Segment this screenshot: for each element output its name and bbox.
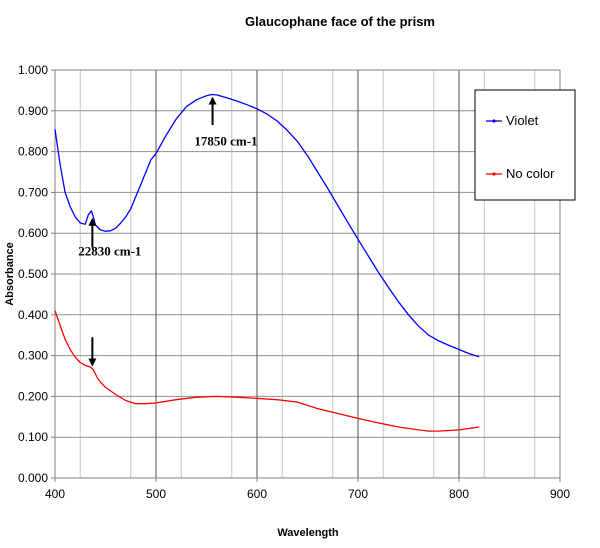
x-tick-label: 500 [146,487,166,501]
series-line-no-color [54,310,480,432]
y-tick-label: 0.800 [18,145,48,159]
y-tick-label: 0.900 [18,104,48,118]
y-tick-label: 0.600 [18,226,48,240]
x-tick-label: 800 [449,487,469,501]
x-tick-label: 700 [348,487,368,501]
legend-label: No color [506,166,555,181]
annotation-label: 22830 cm-1 [78,244,141,259]
y-tick-label: 0.000 [18,471,48,485]
legend: Violet No color [474,89,576,201]
y-tick-label: 0.400 [18,308,48,322]
x-tick-label: 400 [45,487,65,501]
chart-title: Glaucophane face of the prism [245,14,435,29]
annotation-label: 17850 cm-1 [194,133,257,148]
x-tick-label: 900 [550,487,570,501]
x-tick-label: 600 [247,487,267,501]
y-tick-label: 1.000 [18,63,48,77]
legend-marker [492,119,496,123]
y-tick-label: 0.500 [18,267,48,281]
legend-label: Violet [506,113,539,128]
series-line-violet [54,93,480,358]
y-tick-label: 0.100 [18,430,48,444]
y-tick-label: 0.300 [18,349,48,363]
legend-marker [492,172,496,176]
legend-box [474,89,576,201]
plot-area: 0.000 0.100 0.200 0.300 0.400 0.500 0.600 0.700… [18,63,570,501]
y-tick-label: 0.200 [18,389,48,403]
y-tick-label: 0.700 [18,185,48,199]
x-axis-title: Wavelength [277,527,339,539]
y-axis-title: Absorbance [4,242,16,306]
